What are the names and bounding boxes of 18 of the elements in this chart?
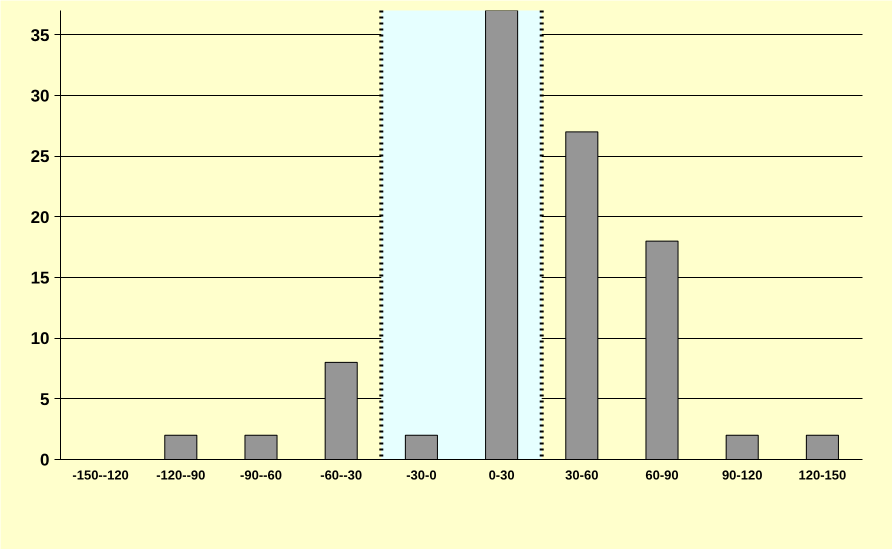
y-tick-label: 30 xyxy=(30,86,50,106)
y-tick-label: 10 xyxy=(30,329,50,348)
y-tick-label: 5 xyxy=(40,390,50,409)
y-tick-label: 35 xyxy=(30,26,50,45)
x-tick-label: 90-120 xyxy=(722,468,762,482)
y-tick-label: 25 xyxy=(30,147,50,166)
x-tick-label: -120--90 xyxy=(156,468,206,482)
x-tick-label: -150--120 xyxy=(72,468,129,482)
x-tick-label: 0-30 xyxy=(488,468,515,482)
x-tick-label: -30-0 xyxy=(406,468,437,482)
x-tick-label: 120-150 xyxy=(798,468,846,482)
y-tick-label: 0 xyxy=(40,450,50,470)
y-tick-label: 20 xyxy=(30,208,50,227)
x-tick-label: 30-60 xyxy=(565,468,598,482)
x-tick-label: 60-90 xyxy=(645,468,679,482)
x-tick-label: -60--30 xyxy=(320,468,362,482)
y-tick-label: 15 xyxy=(30,268,50,288)
x-tick-label: -90--60 xyxy=(240,468,282,482)
